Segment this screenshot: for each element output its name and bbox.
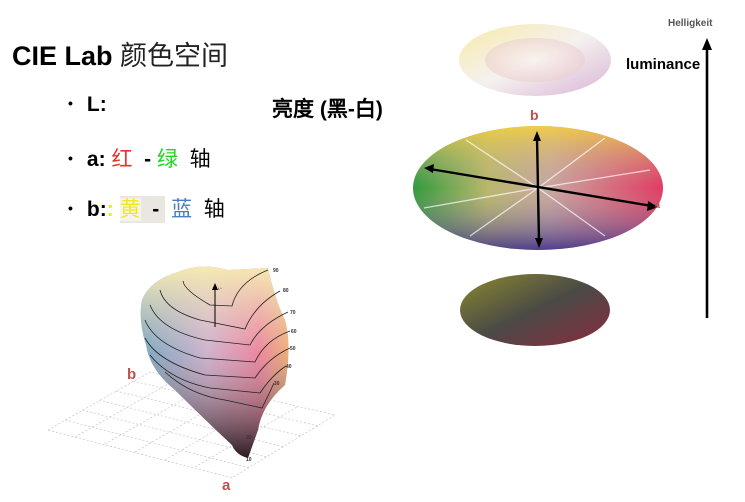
axis-label: 轴 [189,148,211,171]
l-description: 亮度 (黑-白) [272,98,383,121]
level-30: 30 [274,381,280,387]
bullet-l: • L: [68,93,107,117]
level-20: 20 [246,435,252,441]
slide-title: CIE Lab 颜色空间 [12,34,228,73]
level-90: 90 [273,268,279,274]
bullet-dot: • [68,150,73,166]
luminance-arrowhead [702,38,712,50]
level-10: 10 [246,457,252,463]
bullet-key: L: [86,93,107,116]
title-chinese: 颜色空间 [120,41,229,71]
green-label: 绿 [156,148,178,171]
ab-axes [424,131,658,248]
extra-colon: : [106,198,114,221]
yellow-label: 黄 [119,198,141,221]
dash: - [152,198,160,221]
contour-level-labels: 90 80 70 60 50 40 30 20 10 [246,268,297,463]
bullet-b: • b:: 黄 - 蓝 轴 [68,193,225,223]
contour-lines [144,269,291,409]
level-50: 50 [290,346,296,352]
l-axis-arrowhead [212,283,218,290]
lab-color-solid-diagram: b a Helligkeit luminance [413,18,713,346]
luminance-label: luminance [626,56,700,73]
dark-slice [460,274,610,346]
lab-3d-gamut-plot: L* 90 80 70 60 50 40 30 20 10 b a [47,266,336,494]
title-latin: CIE Lab [12,41,113,71]
level-80: 80 [283,288,289,294]
gamut-shading [140,266,289,458]
helligkeit-label: Helligkeit [668,18,713,29]
level-40: 40 [286,364,292,370]
bullet-a: • a: 红 - 绿 轴 [68,143,211,173]
b-axis-label: b [530,107,539,123]
bullet-dot: • [68,95,73,111]
a-axis-label: a [222,477,231,494]
level-70: 70 [290,310,296,316]
blue-label: 蓝 [171,198,193,221]
bullet-l-desc: 亮度 (黑-白) [272,93,383,123]
l-axis-label: L* [218,286,222,291]
level-60: 60 [291,329,297,335]
hue-rays [423,137,651,237]
bullet-key: a: [86,148,106,171]
b-axis-label: b [127,366,136,383]
a-axis-label: a [655,200,661,210]
bullet-key: b: [86,198,107,221]
dash: - [144,148,152,171]
light-slice-highlight [485,38,585,82]
bullet-dot: • [68,200,73,216]
red-label: 红 [111,148,133,171]
axis-label: 轴 [203,198,225,221]
